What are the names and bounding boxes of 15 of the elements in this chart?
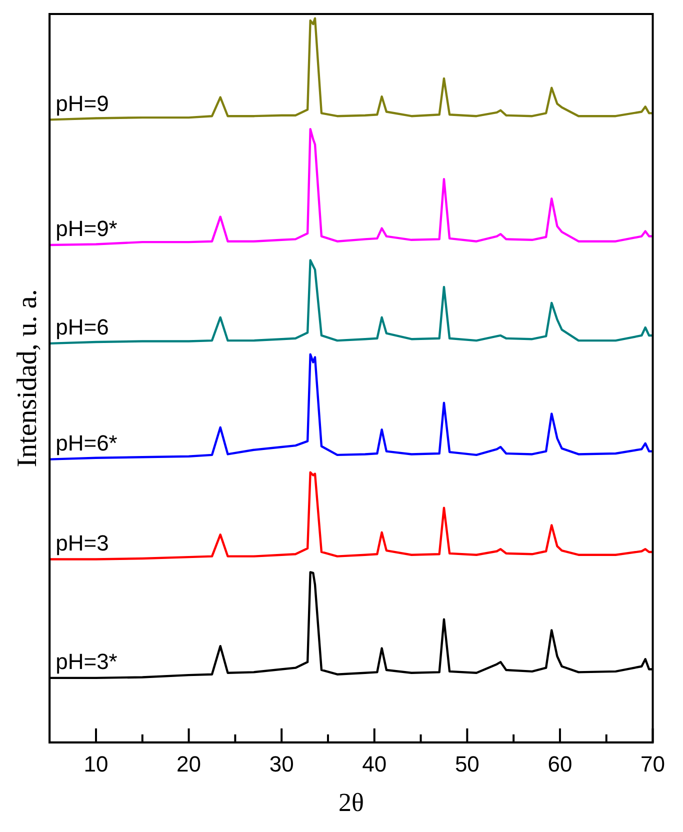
x-tick-label: 60: [548, 752, 572, 777]
y-axis-title: Intensidad, u. a.: [12, 289, 44, 468]
x-tick-label: 70: [640, 752, 666, 777]
series-label: pH=9*: [56, 216, 118, 242]
x-tick-label: 40: [362, 752, 387, 777]
x-tick-label: 20: [176, 752, 202, 777]
x-axis-title: 2θ: [338, 788, 364, 818]
x-tick-label: 30: [269, 752, 294, 777]
series-label: pH=6: [56, 314, 109, 340]
series-label: pH=9: [56, 90, 109, 116]
x-tick-label: 50: [454, 752, 480, 777]
series-label: pH=6*: [56, 430, 118, 456]
x-tick-label: 10: [84, 752, 108, 777]
series-label: pH=3: [56, 530, 109, 556]
series-label: pH=3*: [56, 649, 118, 674]
